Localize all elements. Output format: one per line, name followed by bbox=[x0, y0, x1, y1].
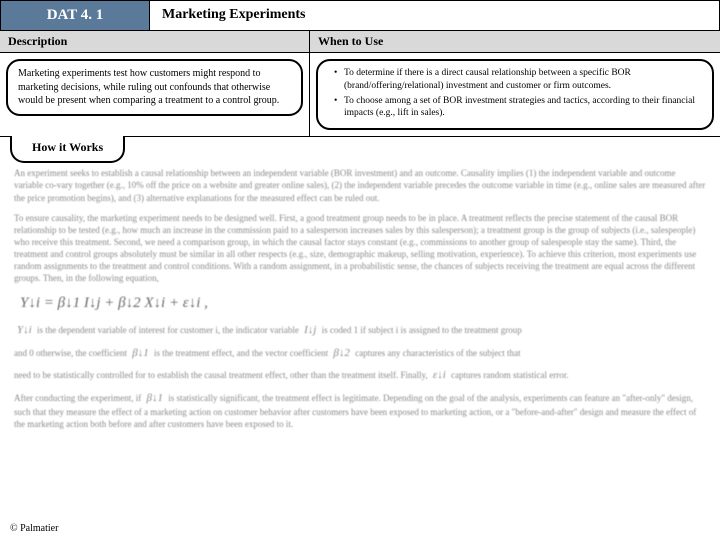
dat-tab: DAT 4. 1 bbox=[0, 0, 150, 30]
how-it-works-tab: How it Works bbox=[10, 136, 125, 163]
when-to-use-item: To determine if there is a direct causal… bbox=[334, 67, 702, 93]
when-to-use-item: To choose among a set of BOR investment … bbox=[334, 95, 702, 121]
when-to-use-column: When to Use To determine if there is a d… bbox=[310, 31, 720, 136]
upper-section: Description Marketing experiments test h… bbox=[0, 31, 720, 137]
copyright-footer: © Palmatier bbox=[10, 523, 58, 534]
page-title: Marketing Experiments bbox=[150, 0, 720, 30]
how-paragraph: Y↓i is the dependent variable of interes… bbox=[14, 323, 706, 338]
description-column: Description Marketing experiments test h… bbox=[0, 31, 310, 136]
when-to-use-body: To determine if there is a direct causal… bbox=[316, 59, 714, 130]
var-ei: ε↓i bbox=[433, 368, 446, 383]
how-paragraph: An experiment seeks to establish a causa… bbox=[14, 167, 706, 203]
how-paragraph: need to be statistically controlled for … bbox=[14, 368, 706, 383]
description-heading: Description bbox=[0, 31, 309, 53]
description-body: Marketing experiments test how customers… bbox=[6, 59, 303, 116]
when-to-use-heading: When to Use bbox=[310, 31, 720, 53]
var-b2: β↓2 bbox=[333, 346, 349, 361]
how-paragraph: and 0 otherwise, the coefficient β↓1 is … bbox=[14, 346, 706, 361]
how-paragraph: After conducting the experiment, if β↓1 … bbox=[14, 391, 706, 430]
how-it-works-body: An experiment seeks to establish a causa… bbox=[0, 137, 720, 446]
regression-formula: Y↓i = β↓1 I↓j + β↓2 X↓i + ε↓i , bbox=[20, 293, 706, 313]
var-b1: β↓1 bbox=[146, 391, 162, 406]
how-paragraph: To ensure causality, the marketing exper… bbox=[14, 212, 706, 285]
var-b1: β↓1 bbox=[132, 346, 148, 361]
var-yi: Y↓i bbox=[17, 323, 32, 338]
header-row: DAT 4. 1 Marketing Experiments bbox=[0, 0, 720, 31]
var-ij: I↓j bbox=[304, 323, 316, 338]
